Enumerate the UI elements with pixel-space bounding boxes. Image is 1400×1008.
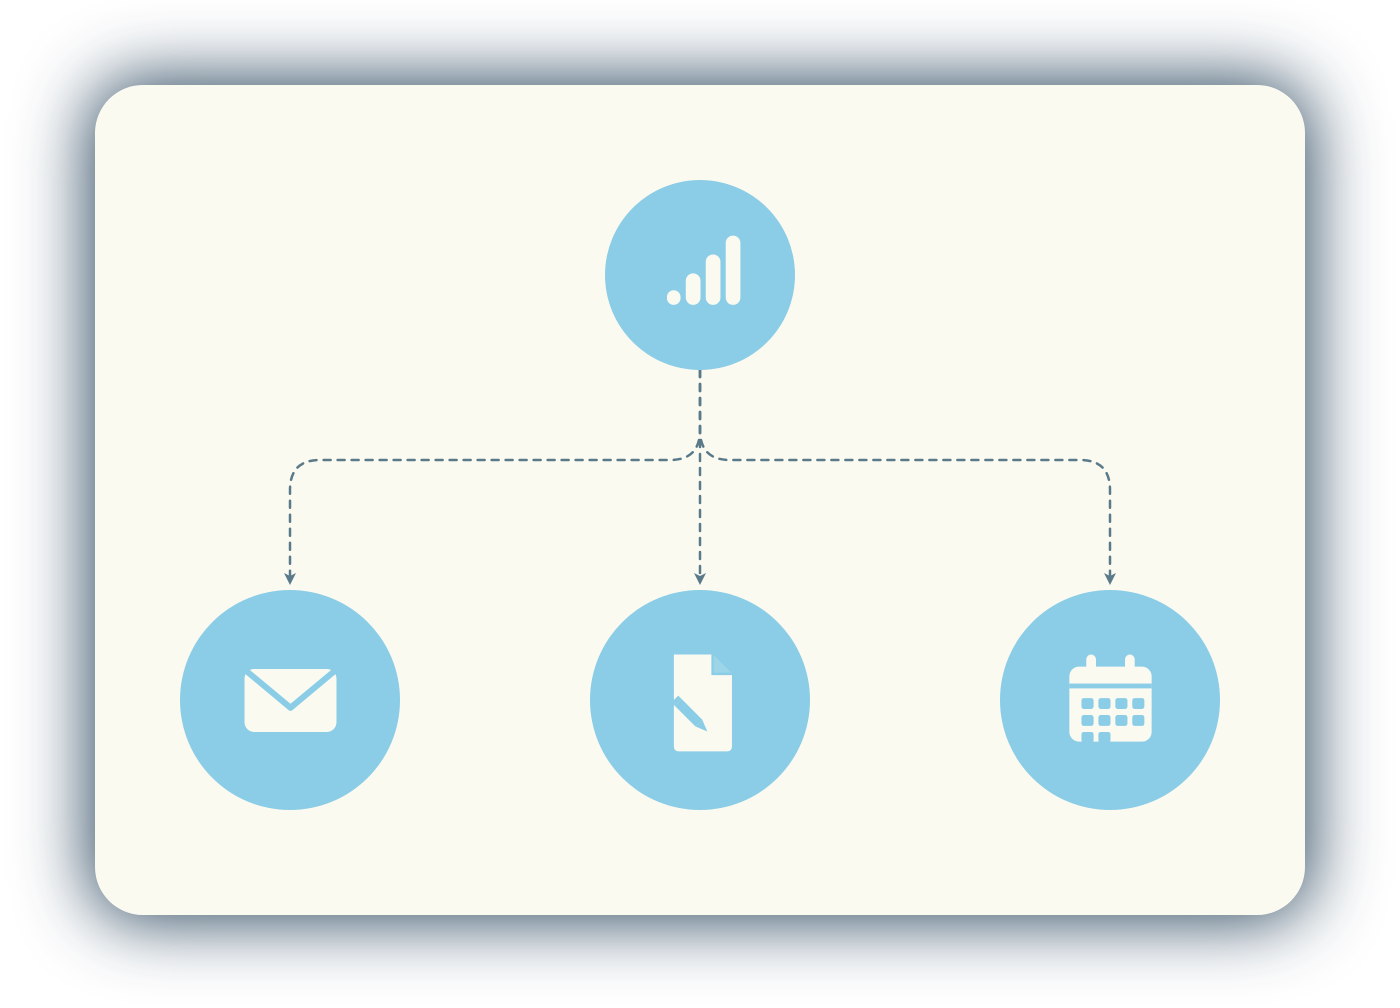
diagram-stage xyxy=(0,0,1400,1008)
bar-chart-icon xyxy=(648,223,753,328)
envelope-icon xyxy=(230,640,351,761)
file-edit-icon xyxy=(640,640,761,761)
node-root xyxy=(605,180,795,370)
node-calendar xyxy=(1000,590,1220,810)
node-email xyxy=(180,590,400,810)
calendar-icon xyxy=(1050,640,1171,761)
node-document xyxy=(590,590,810,810)
